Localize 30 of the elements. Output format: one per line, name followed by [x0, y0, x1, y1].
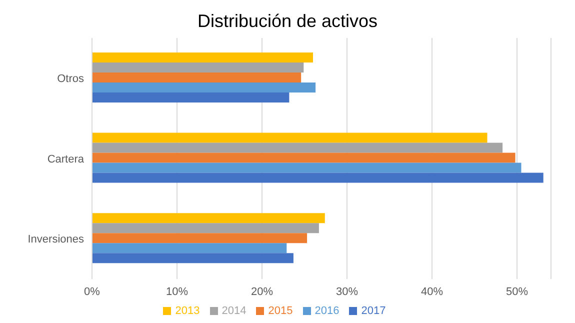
chart-title: Distribución de activos: [196, 10, 379, 33]
bar: [92, 62, 304, 72]
bar: [92, 243, 287, 254]
y-tick-label: Inversiones: [28, 234, 84, 246]
legend-label: 2015: [268, 305, 293, 317]
bar: [92, 233, 308, 244]
bar: [92, 152, 516, 163]
x-tick-label: 40%: [420, 286, 444, 298]
bar: [92, 172, 544, 183]
y-tick-label: Otros: [57, 73, 84, 86]
bar: [92, 82, 316, 92]
bar: [92, 72, 302, 82]
legend-label: 2016: [314, 305, 340, 317]
bar: [92, 162, 522, 173]
x-tick-label: 10%: [166, 286, 188, 298]
bar: [92, 92, 290, 102]
x-tick-label: 30%: [336, 286, 358, 298]
x-tick-label: 0%: [84, 286, 100, 298]
legend-label: 2017: [361, 305, 386, 317]
bar: [92, 52, 313, 62]
legend-label: 2014: [222, 305, 246, 317]
x-tick-label: 50%: [506, 286, 528, 298]
bar: [92, 253, 294, 264]
bar: [92, 132, 488, 143]
bar: [92, 142, 503, 153]
bar: [92, 223, 319, 234]
y-tick-label: Cartera: [47, 153, 85, 166]
bar: [92, 213, 325, 224]
legend-label: 2013: [175, 305, 200, 317]
x-tick-label: 20%: [250, 286, 274, 298]
